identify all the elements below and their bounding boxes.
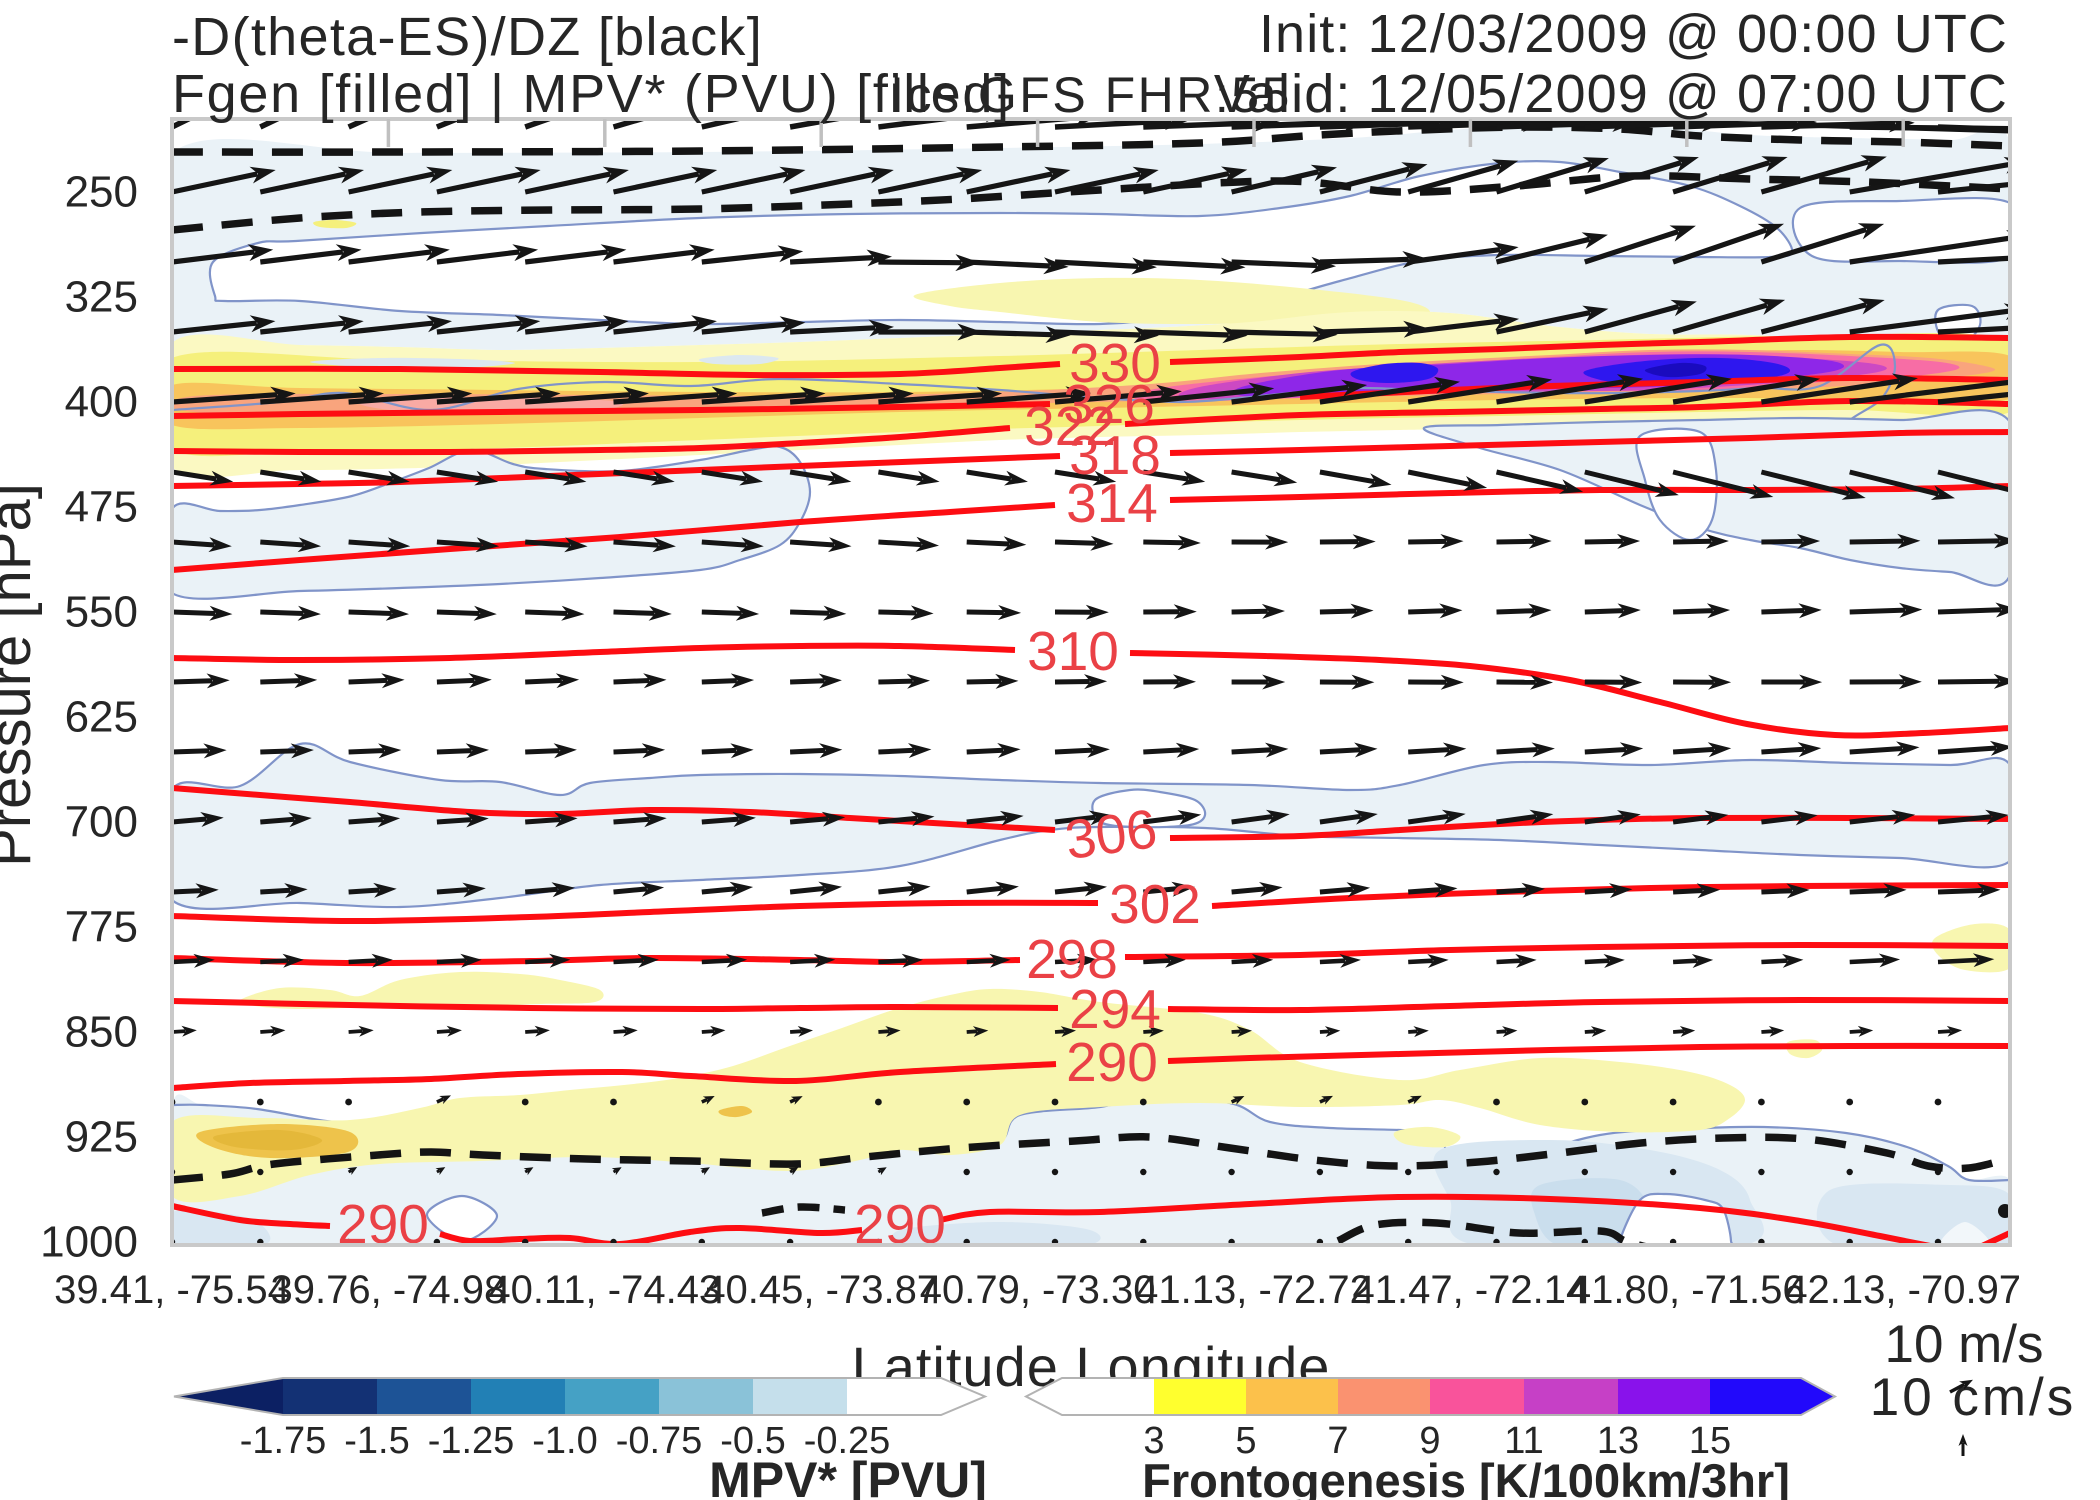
svg-text:-0.5: -0.5 <box>720 1420 785 1462</box>
svg-text:625: 625 <box>65 693 138 742</box>
svg-text:302: 302 <box>1109 873 1201 935</box>
svg-text:850: 850 <box>65 1008 138 1057</box>
svg-text:322: 322 <box>1024 395 1116 457</box>
svg-text:475: 475 <box>65 483 138 532</box>
svg-text:10 cm/s: 10 cm/s <box>1870 1368 2077 1427</box>
svg-text:3: 3 <box>1143 1420 1164 1462</box>
svg-text:700: 700 <box>65 798 138 847</box>
svg-text:11: 11 <box>1504 1420 1543 1462</box>
svg-text:15: 15 <box>1689 1420 1731 1462</box>
svg-text:290: 290 <box>854 1193 946 1255</box>
svg-text:326: 326 <box>1063 373 1155 435</box>
svg-text:400: 400 <box>65 378 138 427</box>
svg-text:290: 290 <box>337 1193 429 1255</box>
svg-text:318: 318 <box>1069 424 1161 486</box>
svg-text:-1.25: -1.25 <box>428 1420 515 1462</box>
svg-text:-D(theta-ES)/DZ [black]: -D(theta-ES)/DZ [black] <box>172 7 763 67</box>
svg-text:-1.75: -1.75 <box>240 1420 327 1462</box>
svg-text:41.47, -72.14: 41.47, -72.14 <box>1353 1268 1589 1312</box>
svg-text:Valid: 12/05/2009 @ 07:00 UTC: Valid: 12/05/2009 @ 07:00 UTC <box>1214 64 2008 124</box>
svg-text:-1.5: -1.5 <box>344 1420 409 1462</box>
svg-text:5: 5 <box>1235 1420 1256 1462</box>
svg-text:550: 550 <box>65 588 138 637</box>
svg-text:40.45, -73.87: 40.45, -73.87 <box>703 1268 939 1312</box>
svg-text:39.41, -75.54: 39.41, -75.54 <box>54 1268 290 1312</box>
svg-text:Frontogenesis [K/100km/3hr]: Frontogenesis [K/100km/3hr] <box>1142 1454 1790 1500</box>
svg-text:314: 314 <box>1066 472 1158 534</box>
svg-text:330: 330 <box>1069 332 1161 394</box>
svg-text:41.80, -71.56: 41.80, -71.56 <box>1569 1268 1805 1312</box>
svg-text:298: 298 <box>1026 928 1118 990</box>
svg-text:1000: 1000 <box>40 1218 138 1267</box>
svg-text:306: 306 <box>1061 797 1161 871</box>
svg-text:775: 775 <box>65 903 138 952</box>
svg-text:294: 294 <box>1069 978 1161 1040</box>
svg-text:Init: 12/03/2009 @ 00:00 UTC: Init: 12/03/2009 @ 00:00 UTC <box>1259 4 2008 64</box>
svg-text:41.13, -72.72: 41.13, -72.72 <box>1136 1268 1372 1312</box>
svg-text:Ics:GFS FHR:55: Ics:GFS FHR:55 <box>890 67 1292 123</box>
svg-text:42.13, -70.97: 42.13, -70.97 <box>1785 1268 2021 1312</box>
svg-text:7: 7 <box>1327 1420 1348 1462</box>
svg-text:MPV* [PVU]: MPV* [PVU] <box>709 1452 987 1500</box>
svg-text:-0.25: -0.25 <box>804 1420 891 1462</box>
svg-text:-1.0: -1.0 <box>532 1420 597 1462</box>
svg-text:13: 13 <box>1597 1420 1639 1462</box>
svg-text:Fgen [filled] | MPV* (PVU) [fi: Fgen [filled] | MPV* (PVU) [filled] <box>172 64 1011 124</box>
svg-text:925: 925 <box>65 1113 138 1162</box>
svg-text:325: 325 <box>65 273 138 322</box>
svg-text:Pressure [hPa]: Pressure [hPa] <box>0 483 43 867</box>
svg-text:39.76, -74.98: 39.76, -74.98 <box>271 1268 507 1312</box>
svg-text:9: 9 <box>1419 1420 1440 1462</box>
svg-text:10 m/s: 10 m/s <box>1884 1315 2043 1374</box>
svg-text:40.11, -74.43: 40.11, -74.43 <box>488 1268 721 1312</box>
svg-text:310: 310 <box>1027 620 1119 682</box>
svg-text:-0.75: -0.75 <box>616 1420 703 1462</box>
svg-text:250: 250 <box>65 168 138 217</box>
svg-text:40.79, -73.30: 40.79, -73.30 <box>920 1268 1156 1312</box>
svg-text:290: 290 <box>1066 1031 1158 1093</box>
